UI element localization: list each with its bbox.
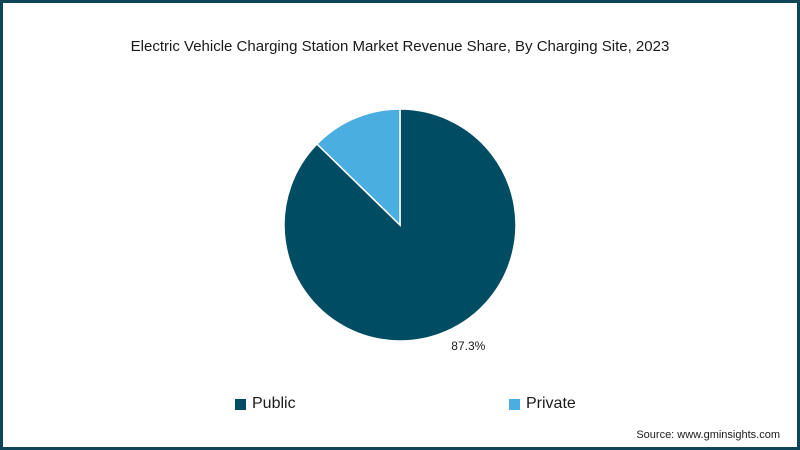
legend-label-private: Private — [526, 395, 576, 412]
legend-swatch-private — [509, 398, 520, 410]
chart-title: Electric Vehicle Charging Station Market… — [130, 38, 670, 55]
legend-label-public: Public — [252, 395, 296, 412]
slice-label-public: 87.3% — [451, 339, 485, 353]
pie-slice-private — [315, 108, 401, 227]
legend-swatch-public — [235, 398, 246, 410]
legend-item-public: Public — [235, 394, 296, 414]
pie-slice-public — [283, 108, 517, 342]
legend-item-private: Private — [509, 394, 576, 414]
pie-chart: 87.3% — [283, 108, 517, 353]
source-note: Source: www.gminsights.com — [636, 429, 780, 441]
